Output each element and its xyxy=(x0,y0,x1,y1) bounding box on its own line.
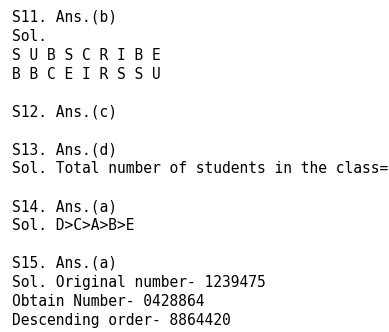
Text: S12. Ans.(c): S12. Ans.(c) xyxy=(12,105,117,120)
Text: Sol. Total number of students in the class= 18+6-1= 23: Sol. Total number of students in the cla… xyxy=(12,161,389,176)
Text: Sol.: Sol. xyxy=(12,29,47,44)
Text: B B C E I R S S U: B B C E I R S S U xyxy=(12,67,160,82)
Text: S U B S C R I B E: S U B S C R I B E xyxy=(12,48,160,63)
Text: Descending order- 8864420: Descending order- 8864420 xyxy=(12,313,230,328)
Text: S11. Ans.(b): S11. Ans.(b) xyxy=(12,10,117,25)
Text: Sol. Original number- 1239475: Sol. Original number- 1239475 xyxy=(12,275,265,290)
Text: S14. Ans.(a): S14. Ans.(a) xyxy=(12,199,117,214)
Text: Obtain Number- 0428864: Obtain Number- 0428864 xyxy=(12,294,204,309)
Text: Sol. D>C>A>B>E: Sol. D>C>A>B>E xyxy=(12,218,134,233)
Text: S13. Ans.(d): S13. Ans.(d) xyxy=(12,142,117,157)
Text: S15. Ans.(a): S15. Ans.(a) xyxy=(12,256,117,271)
